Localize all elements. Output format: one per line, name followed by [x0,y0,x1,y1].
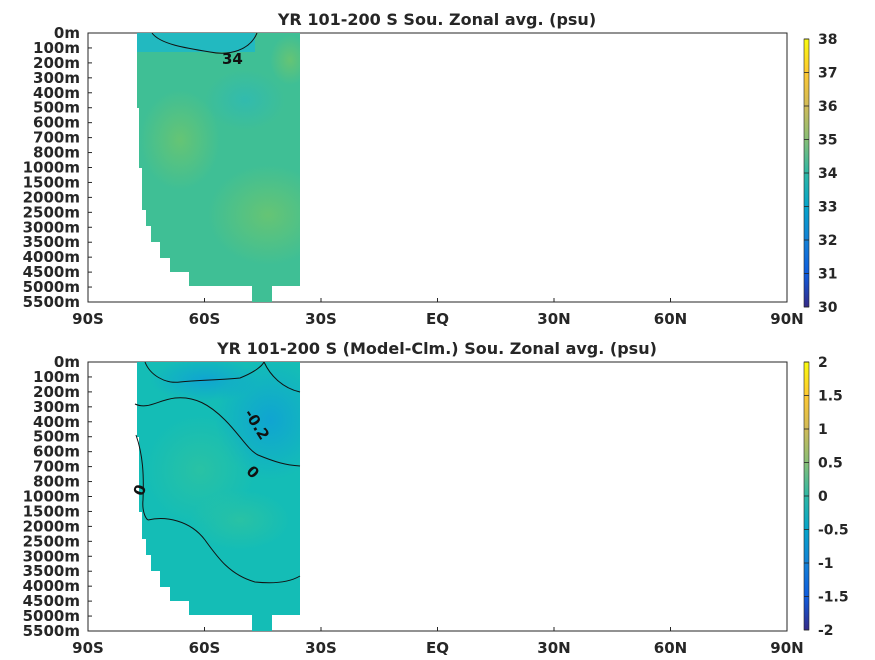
colorbar-tick-label: 30 [818,300,838,316]
panel-title: YR 101-200 S Sou. Zonal avg. (psu) [277,10,596,29]
contour-34 [151,32,258,54]
colorbar-tick-label: 35 [818,133,837,149]
contour-line [147,518,301,584]
colorbar: -2 -1.5 -1 -0.5 0 0.5 1 1.5 2 [803,355,849,639]
y-tick-label: 500m [33,428,80,446]
y-tick-label: 100m [33,368,80,386]
colorbar-tick-label: 33 [818,200,837,216]
colorbar-tick-label: 0 [818,489,828,505]
surface-fresh-layer [137,33,255,52]
y-tick-label: 800m [33,144,80,162]
y-tick-label: 200m [33,383,80,401]
y-axis: 0m100m200m300m400m500m600m700m800m1000m1… [23,353,92,640]
y-tick-label: 3500m [23,562,80,580]
colorbar-tick-label: -1.5 [818,590,849,606]
colorbar-tick-label: -2 [818,623,834,639]
y-tick-label: 2000m [23,517,80,535]
panel-anomaly: YR 101-200 S (Model-Clm.) Sou. Zonal avg… [23,339,849,657]
y-tick-label: 1000m [23,488,80,506]
contour-label: 34 [222,50,243,68]
salty-core [208,165,300,265]
y-tick-label: 0m [54,24,80,42]
colorbar-tick-label: 32 [818,233,837,249]
x-tick-label: 90S [72,639,104,656]
y-tick-label: 5500m [23,622,80,640]
contour-line [135,434,149,521]
contour-line [263,361,301,393]
y-tick-label: 3500m [23,233,80,251]
colorbar-tick-label: 1.5 [818,389,843,405]
x-tick-label: 60S [189,310,221,328]
y-tick-label: 2000m [23,188,80,206]
panel-title: YR 101-200 S (Model-Clm.) Sou. Zonal avg… [216,339,657,358]
y-tick-label: 3000m [23,547,80,565]
y-tick-label: 5500m [23,293,80,311]
y-tick-label: 5000m [23,607,80,625]
colorbar-tick-label: 1 [818,422,828,438]
y-tick-label: 400m [33,413,80,431]
y-axis: 0m100m200m300m400m500m600m700m800m1000m1… [23,24,92,311]
y-tick-label: 300m [33,398,80,416]
salinity-field [137,33,300,302]
y-tick-label: 600m [33,443,80,461]
salty-top-right [270,35,300,85]
y-tick-label: 100m [33,39,80,57]
y-tick-label: 700m [33,458,80,476]
fresh-tongue [205,70,285,130]
colorbar: 30 31 32 33 34 35 36 37 38 [803,32,838,316]
x-tick-label: 90S [72,310,104,328]
y-tick-label: 4500m [23,592,80,610]
x-tick-label: 60S [189,639,221,656]
y-tick-label: 700m [33,129,80,147]
x-tick-label: 30S [305,310,337,328]
colorbar-tick-label: -0.5 [818,523,849,539]
y-tick-label: 400m [33,84,80,102]
y-tick-label: 3000m [23,218,80,236]
colorbar-tick-label: 34 [818,166,838,182]
colorbar-tick-label: 37 [818,66,837,82]
y-tick-label: 2500m [23,532,80,550]
y-tick-label: 200m [33,54,80,72]
y-tick-label: 1500m [23,502,80,520]
colorbar-tick-label: 36 [818,99,837,115]
y-tick-label: 500m [33,99,80,117]
colorbar-tick-label: 2 [818,355,828,371]
y-tick-label: 4000m [23,577,80,595]
x-tick-label: 90N [770,639,803,656]
x-tick-label: EQ [426,310,449,328]
y-tick-label: 1500m [23,173,80,191]
x-tick-label: 90N [770,310,803,328]
colorbar-tick-label: 31 [818,267,837,283]
x-tick-label: 60N [654,639,687,656]
positive-deep [190,490,290,550]
colorbar-tick-label: 38 [818,32,837,48]
y-tick-label: 2500m [23,203,80,221]
x-axis: 90S 60S 30S EQ 30N 60N 90N [72,627,804,657]
y-tick-label: 600m [33,114,80,132]
colorbar-tick-label: 0.5 [818,456,843,472]
x-axis: 90S 60S 30S EQ 30N 60N 90N [72,298,804,328]
salty-shelf [140,90,220,190]
y-tick-label: 0m [54,353,80,371]
contours [134,361,301,584]
y-tick-label: 800m [33,473,80,491]
y-tick-label: 5000m [23,278,80,296]
y-tick-label: 4500m [23,263,80,281]
contour-line [144,361,265,383]
x-tick-label: 30N [537,639,570,656]
x-tick-label: 60N [654,310,687,328]
x-tick-label: 30S [305,639,337,656]
y-tick-label: 300m [33,69,80,87]
y-tick-label: 1000m [23,159,80,177]
x-tick-label: EQ [426,639,449,656]
contour-line [134,397,301,467]
x-tick-label: 30N [537,310,570,328]
y-tick-label: 4000m [23,248,80,266]
colorbar-tick-label: -1 [818,556,834,572]
anomaly-field [137,362,300,631]
panel-salinity: YR 101-200 S Sou. Zonal avg. (psu) 34 0m… [23,10,838,328]
